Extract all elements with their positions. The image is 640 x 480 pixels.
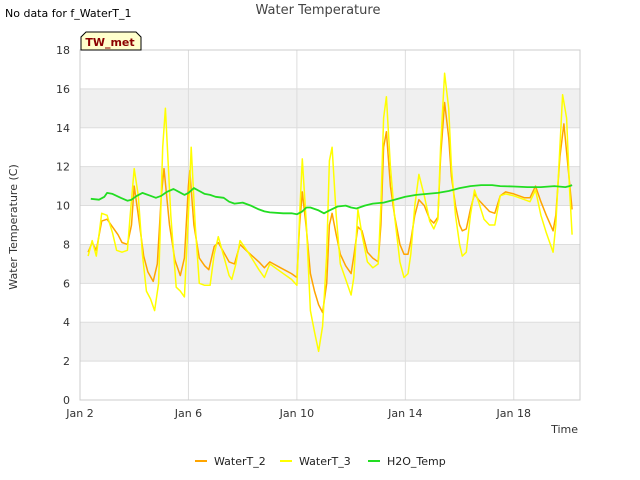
x-tick-label: Jan 6 <box>174 407 202 420</box>
y-tick-label: 4 <box>63 316 70 329</box>
series-line-h2o_temp <box>90 184 573 216</box>
grid-band <box>80 88 580 128</box>
series-line-watert_3 <box>87 72 573 353</box>
plot-frame <box>79 49 581 401</box>
y-tick-label: 10 <box>56 200 70 213</box>
legend-label-h2o_temp: H2O_Temp <box>387 455 446 468</box>
x-tick-label: Jan 10 <box>279 407 314 420</box>
legend-label-watert_3: WaterT_3 <box>299 455 351 468</box>
y-tick-label: 6 <box>63 277 70 290</box>
x-tick-label: Jan 14 <box>387 407 422 420</box>
y-tick-label: 16 <box>56 83 70 96</box>
y-axis-label: Water Temperature (C) <box>7 164 20 289</box>
grid-band <box>80 322 580 362</box>
no-data-notice: No data for f_WaterT_1 <box>5 7 132 20</box>
x-tick-label: Jan 2 <box>65 407 93 420</box>
legend-label-watert_2: WaterT_2 <box>214 455 266 468</box>
badge-label: TW_met <box>85 36 134 49</box>
y-tick-label: 14 <box>56 122 70 135</box>
x-axis-label: Time <box>550 423 578 436</box>
y-tick-label: 12 <box>56 161 70 174</box>
x-tick-label: Jan 18 <box>496 407 531 420</box>
y-tick-label: 18 <box>56 44 70 57</box>
y-tick-label: 2 <box>63 355 70 368</box>
y-tick-label: 0 <box>63 394 70 407</box>
grid-band <box>80 244 580 284</box>
badge-tag <box>80 31 142 51</box>
y-tick-label: 8 <box>63 238 70 251</box>
chart-title: Water Temperature <box>256 3 381 18</box>
